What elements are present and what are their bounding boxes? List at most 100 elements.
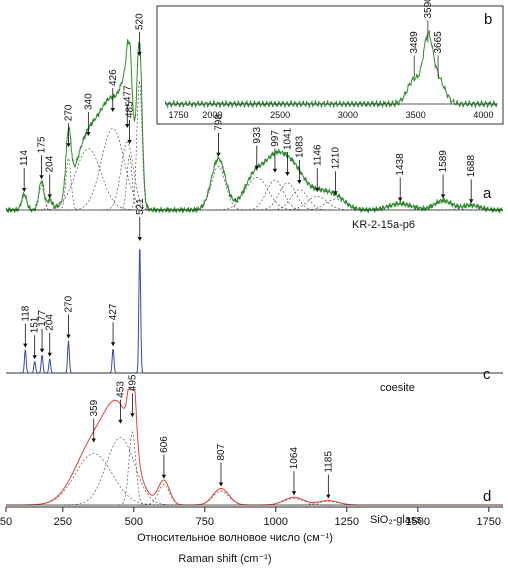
peak-arrowhead-a-426 [110, 108, 115, 112]
peak-label-c-177: 177 [37, 310, 48, 327]
peak-label-d-453: 453 [115, 381, 126, 398]
component-d-359 [19, 453, 168, 506]
peak-label-d-807: 807 [216, 443, 227, 460]
peak-label-c-118: 118 [20, 305, 31, 321]
component-a-114 [14, 195, 35, 211]
peak-label-a-798: 798 [213, 114, 224, 131]
peak-arrowhead-d-453 [118, 419, 123, 424]
inset-series-line [164, 29, 498, 109]
peak-arrowhead-a-1688 [468, 199, 474, 204]
peak-label-a-1210: 1210 [330, 147, 341, 170]
peak-arrowhead-a-485 [127, 140, 132, 144]
peak-arrowhead-d-495 [130, 413, 135, 418]
inset-b: 3489 3590 3665 1750 2000 2500 3000 3500 4000 b [164, 0, 498, 120]
peak-label-a-520: 520 [134, 13, 145, 30]
peak-arrowhead-a-477 [125, 124, 130, 128]
peak-arrowhead-a-933 [254, 165, 259, 170]
peak-arrowhead-c-177 [39, 348, 45, 353]
peak-arrowhead-c-270 [66, 334, 71, 339]
peak-arrowhead-c-521 [137, 237, 142, 241]
inset-peak-label-3665: 3665 [433, 31, 444, 54]
peak-arrowhead-a-340 [86, 132, 91, 136]
peak-arrowhead-d-807 [218, 482, 224, 487]
peak-label-d-1185: 1185 [323, 451, 334, 473]
component-a-997 [240, 179, 309, 211]
peak-arrowhead-a-798 [216, 152, 221, 157]
component-a-798 [190, 166, 247, 211]
peak-label-a-204: 204 [45, 155, 56, 172]
peak-label-a-270: 270 [63, 104, 74, 121]
x-tick-label-250: 250 [54, 516, 72, 528]
inset-peak-label-3489: 3489 [409, 31, 420, 54]
component-a-477 [102, 141, 152, 211]
peak-label-a-933: 933 [252, 126, 263, 143]
peak-label-c-151: 151 [30, 316, 41, 333]
x-axis-ticks: 50 250 500 750 1000 1250 1500 1750 [0, 507, 501, 528]
sample-label-d: SiO₂-glass [370, 514, 422, 526]
inset-tick-label-2000: 2000 [202, 110, 222, 120]
component-a-426 [67, 128, 158, 211]
panel-letter-b: b [484, 11, 492, 28]
peak-label-d-495: 495 [127, 374, 138, 391]
panel-letter-d: d [483, 488, 491, 505]
sample-label-c: coesite [380, 382, 415, 394]
peak-label-a-175: 175 [37, 136, 48, 153]
component-a-340 [37, 148, 140, 211]
peak-arrowhead-a-114 [21, 188, 27, 192]
component-a-933 [211, 177, 302, 211]
inset-tick-label-2500: 2500 [270, 110, 290, 120]
peak-arrowhead-a-1041 [285, 172, 290, 176]
panel-d: 359 453 495 606 807 1064 1185 SiO₂-glass d [6, 374, 503, 526]
peak-arrowhead-c-204 [47, 352, 52, 357]
component-d-453 [63, 437, 177, 506]
peak-arrowhead-a-520 [137, 52, 142, 56]
peak-arrowhead-a-1083 [297, 180, 302, 184]
peak-label-c-204: 204 [45, 314, 56, 331]
series-line-c [6, 249, 503, 374]
peak-label-a-1688: 1688 [466, 155, 477, 178]
peak-arrowhead-a-1146 [315, 188, 320, 192]
x-tick-label-50: 50 [0, 516, 12, 528]
peak-arrowhead-d-359 [91, 438, 96, 443]
component-d-606 [141, 484, 187, 506]
inset-tick-label-1750: 1750 [169, 110, 189, 120]
peak-label-a-1438: 1438 [395, 153, 406, 176]
peak-arrowhead-a-1210 [333, 191, 338, 196]
sample-label-a: KR-2-15a-p6 [352, 219, 415, 231]
component-a-175 [31, 184, 52, 211]
x-axis-title-ru: Относительное волновое число (см⁻¹) [137, 532, 333, 544]
inset-peak-label-3590: 3590 [423, 0, 434, 19]
component-a-485 [119, 154, 140, 211]
inset-tick-label-3500: 3500 [406, 110, 426, 120]
panel-letter-a: a [483, 185, 492, 202]
x-axis-title-en: Raman shift (cm⁻¹) [178, 553, 271, 565]
peak-arrowhead-a-997 [272, 168, 278, 173]
peak-label-a-997: 997 [270, 130, 281, 147]
x-tick-label-1000: 1000 [264, 516, 288, 528]
peak-arrowhead-a-270 [66, 143, 71, 148]
x-tick-label-750: 750 [196, 516, 214, 528]
peak-label-a-485: 485 [125, 101, 136, 118]
x-tick-label-1750: 1750 [477, 516, 501, 528]
peak-arrowhead-c-427 [110, 342, 116, 347]
x-tick-label-1500: 1500 [406, 516, 430, 528]
peak-arrowhead-a-1438 [397, 197, 403, 202]
peak-arrowhead-c-151 [32, 355, 37, 360]
peak-label-c-270: 270 [63, 295, 74, 312]
peak-label-a-1146: 1146 [312, 144, 323, 166]
series-line-a [5, 39, 504, 214]
peak-arrowhead-d-1185 [326, 494, 331, 499]
x-tick-label-1250: 1250 [335, 516, 359, 528]
x-tick-label-500: 500 [125, 516, 143, 528]
peak-label-d-606: 606 [159, 436, 170, 453]
inset-tick-label-4000: 4000 [473, 110, 493, 120]
peak-arrowhead-c-118 [23, 343, 28, 348]
peak-label-c-521: 521 [135, 198, 146, 215]
peak-arrowhead-a-204 [47, 194, 52, 199]
peak-label-d-1064: 1064 [289, 447, 300, 470]
series-line-d [6, 389, 503, 506]
inset-tick-label-3000: 3000 [338, 110, 358, 120]
